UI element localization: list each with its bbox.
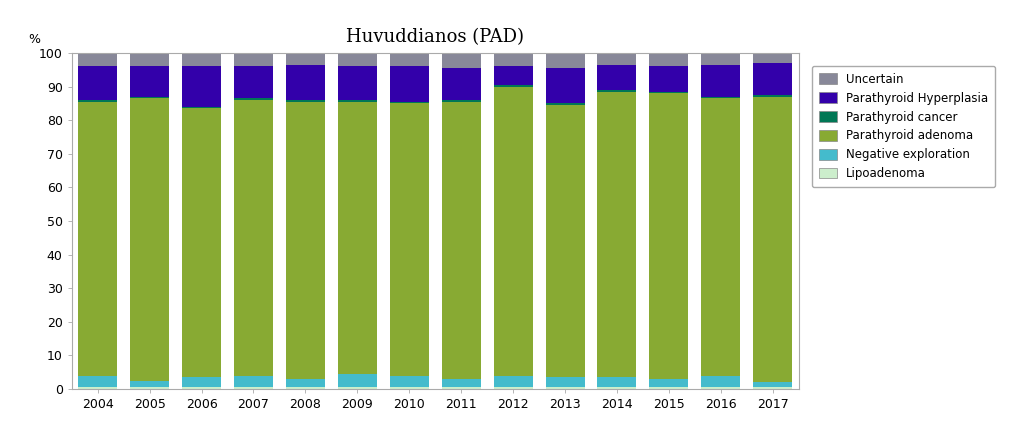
Bar (233, 66, 273, 99)
Bar (754, 387, 793, 389)
Bar (78, 102, 117, 376)
Bar (78, 376, 117, 387)
Bar (597, 65, 637, 90)
Bar (441, 68, 480, 100)
Bar (130, 381, 169, 387)
Bar (754, 95, 793, 97)
Bar (182, 53, 221, 66)
Bar (597, 377, 637, 387)
Bar (701, 376, 740, 387)
Bar (597, 387, 637, 389)
Bar (182, 108, 221, 377)
Bar (441, 387, 480, 389)
Bar (754, 382, 793, 387)
Bar (233, 376, 273, 387)
Bar (546, 387, 585, 389)
Bar (338, 387, 377, 389)
Bar (649, 66, 688, 91)
Bar (286, 53, 325, 65)
Legend: Uncertain, Parathyroid Hyperplasia, Parathyroid cancer, Parathyroid adenoma, Neg: Uncertain, Parathyroid Hyperplasia, Para… (812, 66, 995, 187)
Bar (338, 100, 377, 102)
Bar (390, 66, 429, 102)
Bar (390, 376, 429, 387)
Bar (286, 379, 325, 387)
Text: %: % (28, 33, 40, 46)
Bar (286, 387, 325, 389)
Bar (649, 379, 688, 387)
Bar (130, 53, 169, 66)
Bar (494, 87, 532, 376)
Bar (78, 387, 117, 389)
Bar (233, 387, 273, 389)
Bar (649, 93, 688, 379)
Bar (494, 53, 532, 66)
Bar (754, 53, 793, 63)
Bar (546, 68, 585, 103)
Bar (754, 63, 793, 95)
Bar (597, 53, 637, 65)
Bar (701, 65, 740, 97)
Bar (286, 65, 325, 100)
Bar (390, 53, 429, 66)
Bar (130, 387, 169, 389)
Bar (390, 102, 429, 103)
Bar (597, 90, 637, 91)
Bar (233, 53, 273, 66)
Bar (390, 103, 429, 376)
Bar (597, 91, 637, 377)
Bar (701, 387, 740, 389)
Bar (182, 387, 221, 389)
Bar (494, 85, 532, 87)
Bar (338, 374, 377, 387)
Bar (182, 66, 221, 107)
Bar (649, 53, 688, 66)
Bar (78, 100, 117, 102)
Bar (390, 387, 429, 389)
Bar (441, 100, 480, 102)
Bar (494, 376, 532, 387)
Bar (701, 53, 740, 65)
Bar (546, 53, 585, 68)
Bar (338, 53, 377, 66)
Bar (494, 66, 532, 85)
Bar (649, 91, 688, 93)
Title: Huvuddianos (PAD): Huvuddianos (PAD) (346, 28, 524, 46)
Bar (286, 102, 325, 379)
Bar (649, 387, 688, 389)
Bar (233, 99, 273, 100)
Bar (130, 97, 169, 99)
Bar (701, 99, 740, 376)
Bar (233, 100, 273, 376)
Bar (182, 107, 221, 108)
Bar (78, 53, 117, 66)
Bar (130, 99, 169, 381)
Bar (546, 103, 585, 105)
Bar (130, 66, 169, 97)
Bar (494, 387, 532, 389)
Bar (441, 53, 480, 68)
Bar (441, 102, 480, 379)
Bar (441, 379, 480, 387)
Bar (78, 66, 117, 100)
Bar (338, 102, 377, 374)
Bar (338, 66, 377, 100)
Bar (701, 97, 740, 99)
Bar (182, 377, 221, 387)
Bar (546, 105, 585, 377)
Bar (754, 97, 793, 382)
Bar (286, 100, 325, 102)
Bar (546, 377, 585, 387)
